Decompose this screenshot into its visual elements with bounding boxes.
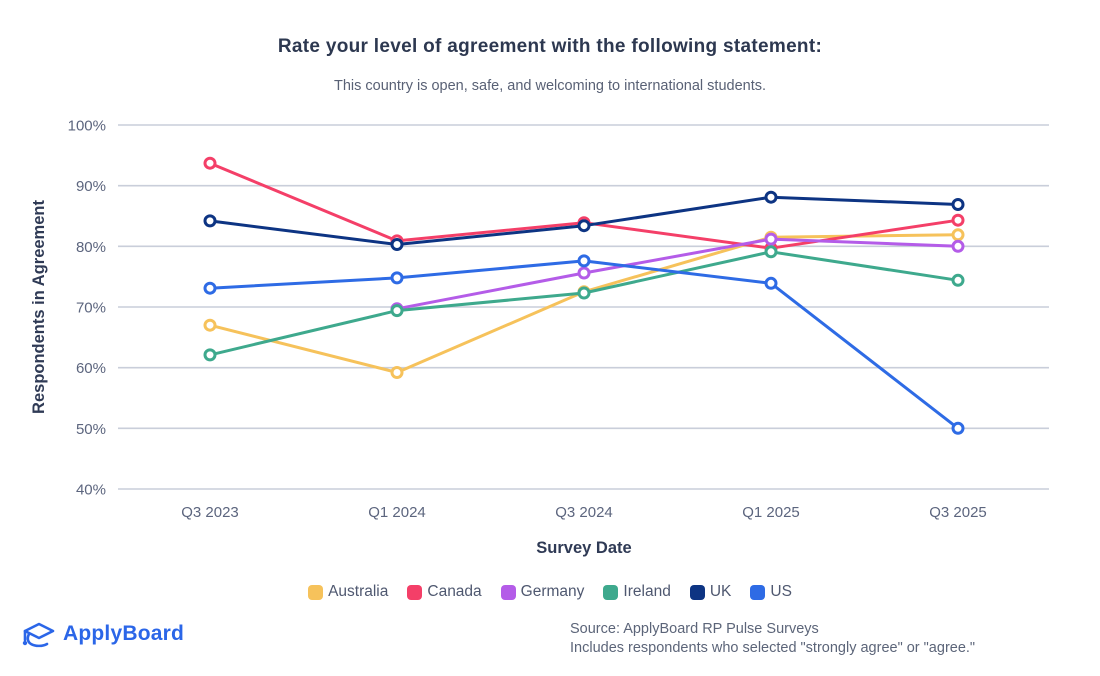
legend-label-germany: Germany — [520, 583, 585, 600]
legend-swatch-australia — [308, 584, 324, 600]
source-line-1: Source: ApplyBoard RP Pulse Surveys — [570, 621, 819, 637]
marker-australia-0 — [203, 318, 217, 332]
legend-item-ireland: Ireland — [603, 583, 671, 601]
source-line-2: Includes respondents who selected "stron… — [570, 640, 976, 657]
y-axis-title: Respondents in Agreement — [30, 200, 48, 414]
series-line-germany — [395, 237, 960, 311]
marker-us-2 — [577, 254, 591, 268]
legend-label-ireland: Ireland — [623, 583, 671, 600]
marker-australia-4 — [951, 228, 965, 242]
legend-label-canada: Canada — [427, 583, 482, 600]
x-tick-label: Q3 2025 — [929, 504, 987, 521]
x-axis-title: Survey Date — [536, 539, 631, 557]
marker-us-0 — [203, 281, 217, 295]
chart-legend: Australia Canada Germany Ireland UK US — [0, 583, 1100, 601]
marker-ireland-1 — [390, 304, 404, 318]
legend-item-australia: Australia — [308, 583, 388, 601]
legend-label-uk: UK — [709, 583, 732, 600]
legend-swatch-canada — [407, 584, 423, 600]
marker-uk-3 — [764, 190, 778, 204]
marker-uk-4 — [951, 198, 965, 211]
marker-germany-2 — [577, 266, 591, 280]
y-tick-label: 50% — [76, 421, 106, 438]
y-tick-label: 70% — [76, 300, 106, 317]
x-tick-label: Q1 2025 — [742, 504, 800, 521]
marker-canada-0 — [203, 156, 217, 170]
legend-swatch-ireland — [603, 584, 619, 600]
y-tick-label: 90% — [76, 178, 106, 195]
marker-uk-2 — [577, 219, 591, 233]
marker-ireland-0 — [203, 348, 217, 362]
marker-germany-3 — [764, 232, 778, 246]
marker-ireland-4 — [951, 273, 965, 287]
y-tick-label: 40% — [76, 482, 106, 499]
legend-swatch-us — [750, 584, 766, 600]
line-chart-plot: 100% 90% 80% 70% 60% 50% 40% Q3 2023 Q1 2024 Q3 2… — [30, 118, 1049, 557]
legend-item-us: US — [750, 583, 792, 601]
legend-swatch-germany — [500, 584, 516, 600]
marker-ireland-2 — [577, 286, 591, 300]
y-tick-label: 80% — [76, 239, 106, 256]
legend-label-us: US — [770, 583, 792, 600]
marker-germany-4 — [951, 239, 965, 253]
marker-canada-4 — [951, 213, 965, 227]
marker-us-4 — [951, 421, 965, 435]
x-tick-label: Q1 2024 — [368, 504, 426, 521]
legend-label-australia: Australia — [328, 583, 389, 600]
marker-ireland-3 — [764, 245, 778, 259]
legend-item-canada: Canada — [407, 583, 482, 601]
marker-us-3 — [764, 276, 778, 290]
y-tick-label: 60% — [76, 360, 106, 377]
marker-uk-1 — [390, 238, 404, 251]
chart-title: Rate your level of agreement with the fo… — [277, 36, 823, 57]
applyboard-logo-text: ApplyBoard — [63, 622, 185, 645]
source-note: Source: ApplyBoard RP Pulse Surveys Incl… — [570, 620, 975, 658]
x-tick-label: Q3 2024 — [555, 504, 613, 521]
legend-item-germany: Germany — [500, 583, 585, 601]
legend-item-uk: UK — [689, 583, 732, 601]
graduation-cap-icon — [22, 622, 55, 648]
legend-swatch-uk — [689, 584, 705, 600]
marker-us-1 — [390, 271, 404, 285]
marker-australia-1 — [390, 366, 404, 379]
marker-uk-0 — [203, 214, 217, 228]
applyboard-logo: ApplyBoard — [20, 618, 184, 650]
chart-subtitle: This country is open, safe, and welcomin… — [333, 78, 767, 94]
x-tick-label: Q3 2023 — [181, 504, 239, 521]
y-tick-label: 100% — [68, 118, 106, 135]
